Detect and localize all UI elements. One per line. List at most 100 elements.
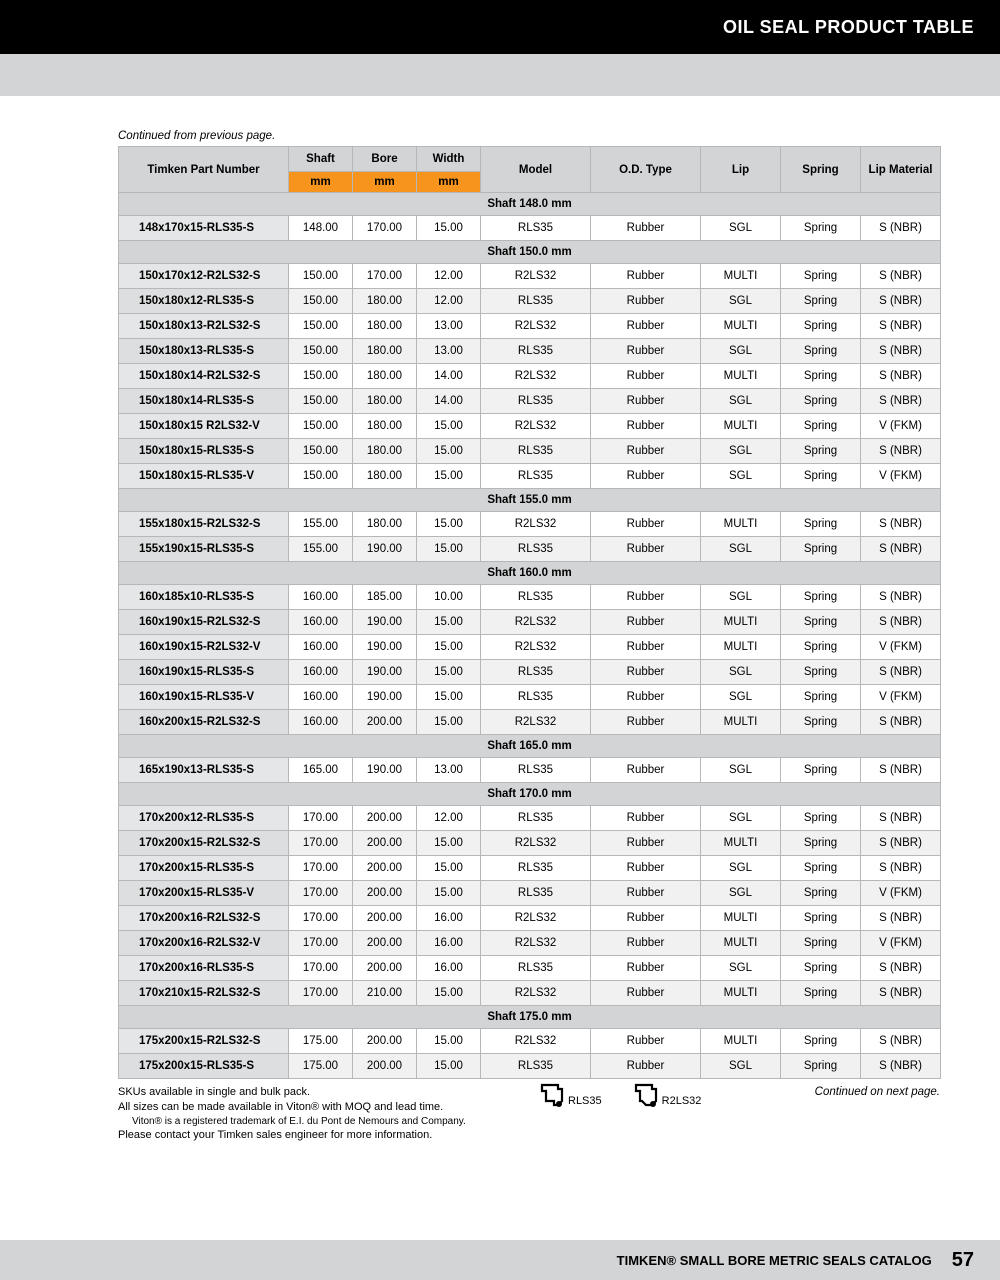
cell-model: R2LS32 (481, 906, 591, 931)
cell-lip: SGL (701, 758, 781, 783)
cell-od: Rubber (591, 906, 701, 931)
col-bore: Bore (353, 147, 417, 172)
cell-bore: 200.00 (353, 710, 417, 735)
unit-bore: mm (353, 172, 417, 193)
cell-shaft: 160.00 (289, 635, 353, 660)
cell-shaft: 160.00 (289, 660, 353, 685)
cell-shaft: 170.00 (289, 981, 353, 1006)
cell-mat: V (FKM) (861, 635, 941, 660)
section-label: Shaft 160.0 mm (119, 562, 941, 585)
cell-mat: S (NBR) (861, 806, 941, 831)
cell-lip: SGL (701, 956, 781, 981)
cell-width: 15.00 (417, 439, 481, 464)
cell-width: 16.00 (417, 906, 481, 931)
cell-bore: 185.00 (353, 585, 417, 610)
section-label: Shaft 150.0 mm (119, 241, 941, 264)
col-shaft: Shaft (289, 147, 353, 172)
cell-lip: SGL (701, 216, 781, 241)
cell-shaft: 160.00 (289, 585, 353, 610)
cell-bore: 190.00 (353, 610, 417, 635)
cell-spring: Spring (781, 635, 861, 660)
cell-shaft: 170.00 (289, 856, 353, 881)
seal-icon (538, 1083, 566, 1109)
cell-spring: Spring (781, 289, 861, 314)
cell-mat: S (NBR) (861, 339, 941, 364)
pn: 150x180x14-R2LS32-S (119, 364, 289, 389)
cell-width: 15.00 (417, 685, 481, 710)
cell-shaft: 150.00 (289, 314, 353, 339)
cell-mat: S (NBR) (861, 1029, 941, 1054)
cell-bore: 200.00 (353, 831, 417, 856)
cell-mat: V (FKM) (861, 464, 941, 489)
cell-bore: 180.00 (353, 389, 417, 414)
cell-lip: SGL (701, 881, 781, 906)
cell-mat: S (NBR) (861, 660, 941, 685)
cell-model: R2LS32 (481, 635, 591, 660)
cell-od: Rubber (591, 289, 701, 314)
cell-bore: 190.00 (353, 635, 417, 660)
cell-shaft: 150.00 (289, 464, 353, 489)
cell-spring: Spring (781, 610, 861, 635)
cell-spring: Spring (781, 389, 861, 414)
cell-model: R2LS32 (481, 981, 591, 1006)
table-row: 175x200x15-RLS35-S175.00200.0015.00RLS35… (119, 1054, 941, 1079)
cell-width: 13.00 (417, 339, 481, 364)
table-row: 160x185x10-RLS35-S160.00185.0010.00RLS35… (119, 585, 941, 610)
cell-shaft: 170.00 (289, 881, 353, 906)
table-row: 170x200x16-R2LS32-V170.00200.0016.00R2LS… (119, 931, 941, 956)
section-header: Shaft 165.0 mm (119, 735, 941, 758)
cell-shaft: 170.00 (289, 806, 353, 831)
cell-model: R2LS32 (481, 710, 591, 735)
section-label: Shaft 175.0 mm (119, 1006, 941, 1029)
pn: 150x180x13-R2LS32-S (119, 314, 289, 339)
seal-icon (632, 1083, 660, 1109)
cell-spring: Spring (781, 881, 861, 906)
cell-mat: S (NBR) (861, 314, 941, 339)
cell-lip: SGL (701, 537, 781, 562)
cell-width: 15.00 (417, 537, 481, 562)
cell-spring: Spring (781, 1054, 861, 1079)
cell-spring: Spring (781, 585, 861, 610)
table-row: 170x200x15-RLS35-V170.00200.0015.00RLS35… (119, 881, 941, 906)
cell-mat: S (NBR) (861, 364, 941, 389)
cell-shaft: 155.00 (289, 537, 353, 562)
cell-mat: S (NBR) (861, 831, 941, 856)
cell-shaft: 160.00 (289, 610, 353, 635)
pn: 170x200x16-R2LS32-S (119, 906, 289, 931)
cell-model: RLS35 (481, 339, 591, 364)
section-label: Shaft 165.0 mm (119, 735, 941, 758)
cell-width: 16.00 (417, 931, 481, 956)
cell-bore: 200.00 (353, 881, 417, 906)
cell-lip: SGL (701, 685, 781, 710)
cell-lip: MULTI (701, 831, 781, 856)
section-header: Shaft 150.0 mm (119, 241, 941, 264)
section-label: Shaft 148.0 mm (119, 193, 941, 216)
cell-od: Rubber (591, 981, 701, 1006)
cell-spring: Spring (781, 758, 861, 783)
cell-shaft: 155.00 (289, 512, 353, 537)
cell-bore: 200.00 (353, 856, 417, 881)
pn: 160x190x15-RLS35-S (119, 660, 289, 685)
cell-lip: SGL (701, 289, 781, 314)
cell-od: Rubber (591, 439, 701, 464)
cell-width: 10.00 (417, 585, 481, 610)
pn: 150x180x15-RLS35-S (119, 439, 289, 464)
cell-model: RLS35 (481, 216, 591, 241)
section-label: Shaft 170.0 mm (119, 783, 941, 806)
cell-shaft: 175.00 (289, 1054, 353, 1079)
cell-bore: 200.00 (353, 931, 417, 956)
cell-width: 15.00 (417, 981, 481, 1006)
pn: 170x200x12-RLS35-S (119, 806, 289, 831)
pn: 160x190x15-R2LS32-S (119, 610, 289, 635)
table-row: 150x180x13-R2LS32-S150.00180.0013.00R2LS… (119, 314, 941, 339)
cell-mat: S (NBR) (861, 512, 941, 537)
cell-lip: MULTI (701, 264, 781, 289)
cell-shaft: 150.00 (289, 414, 353, 439)
cell-spring: Spring (781, 264, 861, 289)
cell-shaft: 170.00 (289, 931, 353, 956)
cell-bore: 170.00 (353, 216, 417, 241)
cell-bore: 180.00 (353, 364, 417, 389)
cell-od: Rubber (591, 464, 701, 489)
table-row: 148x170x15-RLS35-S148.00170.0015.00RLS35… (119, 216, 941, 241)
col-model: Model (481, 147, 591, 193)
